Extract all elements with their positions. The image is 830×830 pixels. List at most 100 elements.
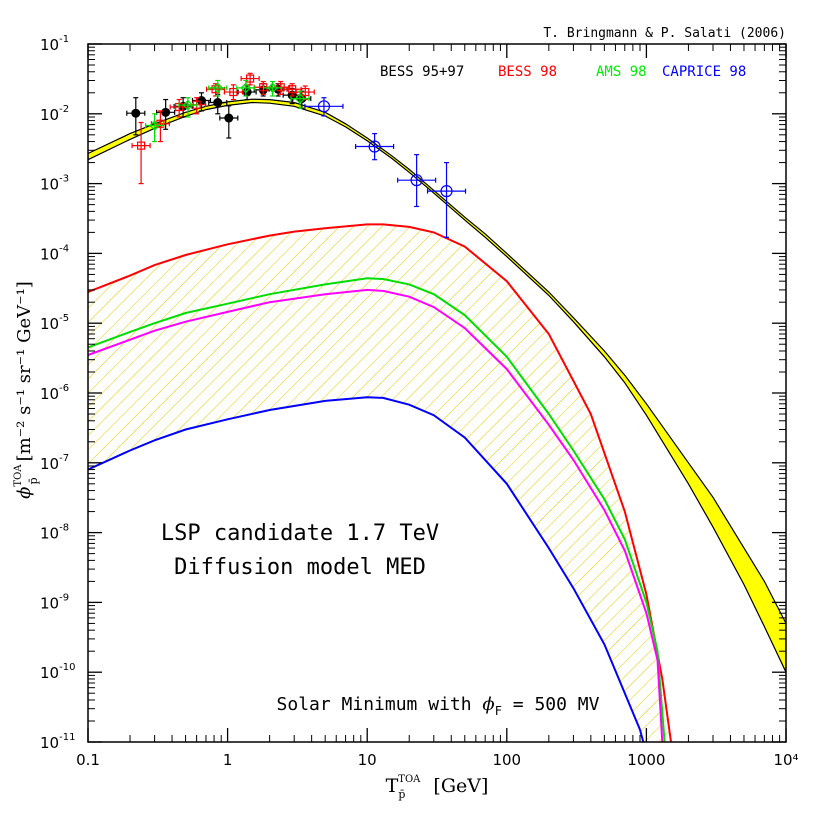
y-tick-base: 10 (40, 245, 59, 263)
solar-label: Solar Minimum with ϕF = 500 MV (277, 694, 600, 718)
y-tick-label: 10-1 (40, 34, 69, 54)
data-point (262, 80, 283, 97)
point-marker (224, 113, 234, 123)
x-ticks: 0.1 1 10 100 1000 10⁴ (76, 44, 799, 769)
data-point (219, 105, 239, 139)
data-point (355, 133, 395, 161)
data-point (223, 84, 243, 101)
solar-phi: ϕ (482, 694, 494, 715)
y-tick-exponent: -1 (59, 34, 69, 45)
y-tick-base: 10 (40, 36, 59, 54)
y-tick-label: 10-4 (40, 243, 69, 263)
point-marker (196, 96, 206, 106)
x-tick-label: 10 (358, 751, 377, 769)
data-point (178, 97, 198, 118)
data-point (240, 72, 260, 86)
point-marker (246, 74, 255, 83)
model-curve-1 (88, 277, 666, 742)
y-tick-exponent: -4 (59, 243, 69, 254)
x-tick-label: 0.1 (76, 751, 100, 769)
point-marker (410, 174, 423, 187)
x-axis-title: TTOA p̄ [GeV] (386, 774, 489, 801)
point-marker (182, 99, 194, 111)
y-tick-label: 10-7 (40, 453, 69, 473)
model-curve-2 (88, 288, 664, 742)
y-tick-base: 10 (40, 385, 59, 403)
data-point (145, 113, 165, 143)
y-axis-title-group: ϕTOA p̄ [m⁻² s⁻¹ sr⁻¹ GeV⁻¹] (13, 281, 40, 499)
solar-phi-sub: F (495, 704, 502, 718)
data-point (426, 161, 467, 238)
point-marker (229, 87, 238, 97)
y-tick-label: 10-8 (40, 523, 69, 543)
data-point (397, 154, 437, 208)
y-ticks: 10-110-210-310-410-510-610-710-810-910-1… (40, 34, 786, 752)
hatched-region (88, 224, 671, 742)
credit-label: T. Bringmann & P. Salati (2006) (543, 26, 786, 41)
data-point (290, 90, 310, 109)
y-tick-label: 10-2 (40, 104, 69, 124)
point-marker (149, 120, 160, 131)
y-tick-exponent: -6 (59, 383, 69, 394)
point-marker (242, 87, 252, 97)
solar-prefix: Solar Minimum with (277, 694, 483, 715)
secondary-band (88, 98, 786, 673)
data-point (282, 83, 302, 97)
point-marker (267, 82, 278, 94)
data-points (126, 72, 467, 238)
legend-entry: BESS 98 (498, 64, 557, 80)
y-title-sup: TOA (13, 464, 24, 487)
x-title-sup: TOA (398, 774, 421, 785)
x-title-unit: [GeV] (433, 775, 488, 797)
model-label-line2: Diffusion model MED (174, 555, 426, 580)
point-marker (161, 107, 171, 117)
x-tick-label: 1 (223, 751, 233, 769)
point-marker (288, 85, 297, 94)
point-marker (213, 98, 223, 108)
model-curve-3 (88, 396, 645, 742)
y-tick-exponent: -5 (59, 313, 69, 324)
legend: BESS 95+97 BESS 98 AMS 98 CAPRICE 98 (380, 64, 746, 80)
y-tick-base: 10 (40, 106, 59, 124)
x-title-main: T (386, 775, 399, 797)
point-marker (368, 140, 381, 153)
legend-entry: BESS 95+97 (380, 64, 464, 80)
y-title-unit: [m⁻² s⁻¹ sr⁻¹ GeV⁻¹] (14, 281, 35, 461)
point-marker (136, 141, 146, 150)
point-marker (212, 82, 224, 94)
model-curve-0 (88, 223, 672, 742)
y-tick-base: 10 (40, 525, 59, 543)
x-title-sub: p̄ (398, 788, 405, 801)
y-tick-label: 10-6 (40, 383, 69, 403)
y-tick-exponent: -11 (59, 732, 75, 743)
model-label-line1: LSP candidate 1.7 TeV (161, 521, 439, 546)
y-tick-label: 10-3 (40, 174, 69, 194)
y-tick-label: 10-5 (40, 313, 69, 333)
x-tick-label: 1000 (627, 751, 665, 769)
point-marker (440, 185, 453, 198)
plot-area (88, 72, 786, 742)
solar-suffix: = 500 MV (502, 694, 600, 715)
legend-entry: CAPRICE 98 (662, 64, 746, 80)
point-marker (317, 100, 331, 113)
y-tick-exponent: -8 (59, 523, 69, 534)
y-tick-label: 10-9 (40, 592, 69, 612)
y-tick-base: 10 (40, 734, 59, 752)
y-tick-base: 10 (40, 176, 59, 194)
y-tick-base: 10 (40, 664, 59, 682)
y-tick-base: 10 (40, 594, 59, 612)
data-point (271, 80, 291, 95)
y-tick-base: 10 (40, 455, 59, 473)
y-tick-exponent: -3 (59, 174, 69, 185)
point-marker (240, 82, 252, 94)
legend-entry: AMS 98 (596, 64, 647, 80)
model-curves (88, 223, 672, 742)
y-tick-label: 10-11 (40, 732, 75, 752)
data-point (126, 97, 146, 136)
point-marker (131, 108, 141, 118)
y-title-sub: p̄ (27, 477, 40, 484)
y-tick-exponent: -2 (59, 104, 69, 115)
y-tick-exponent: -9 (59, 592, 69, 603)
y-axis-title: ϕTOA p̄ [m⁻² s⁻¹ sr⁻¹ GeV⁻¹] (13, 281, 40, 499)
